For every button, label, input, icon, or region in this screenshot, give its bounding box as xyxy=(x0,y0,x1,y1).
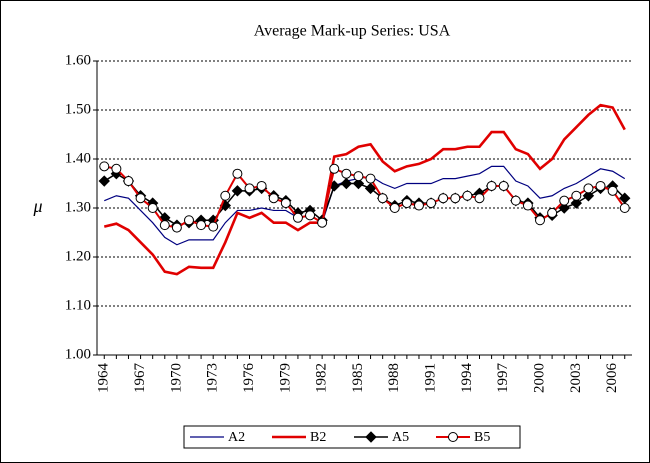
legend-label: A2 xyxy=(228,430,245,445)
point xyxy=(99,161,110,172)
legend-marker xyxy=(365,431,377,443)
x-tick-label: 1964 xyxy=(96,363,112,394)
point xyxy=(450,193,461,204)
legend-label: A5 xyxy=(392,430,409,445)
x-tick-label: 1970 xyxy=(168,363,184,393)
point xyxy=(413,200,424,211)
point xyxy=(570,197,583,209)
point xyxy=(231,185,244,197)
point xyxy=(196,220,207,231)
legend-box xyxy=(183,425,521,449)
legend-marker xyxy=(448,432,458,442)
x-tick-label: 1994 xyxy=(459,363,475,394)
x-tick-label: 1988 xyxy=(386,363,402,393)
point xyxy=(462,190,473,201)
x-tick-label: 1985 xyxy=(350,363,366,393)
point xyxy=(98,175,110,187)
point xyxy=(510,195,521,206)
y-tick-label: 1.40 xyxy=(65,150,91,166)
x-tick-label: 2006 xyxy=(604,363,620,394)
point xyxy=(486,180,497,191)
x-tick-label: 1997 xyxy=(495,363,511,394)
point xyxy=(547,207,558,218)
point xyxy=(111,163,122,174)
point xyxy=(352,177,365,190)
point xyxy=(438,193,449,204)
y-tick-label: 1.00 xyxy=(65,346,91,362)
series-line xyxy=(103,103,626,276)
point xyxy=(583,183,594,194)
point xyxy=(582,190,595,202)
x-tick-label: 1991 xyxy=(423,363,439,393)
point xyxy=(522,200,533,211)
point xyxy=(607,185,618,196)
point xyxy=(353,171,364,182)
point xyxy=(365,173,376,184)
y-tick-label: 1.20 xyxy=(65,248,91,264)
x-tick-label: 1979 xyxy=(277,363,293,393)
point xyxy=(147,203,158,213)
point xyxy=(401,198,412,209)
x-tick-label: 1967 xyxy=(132,363,148,394)
point xyxy=(559,195,570,206)
point xyxy=(317,217,328,228)
y-tick-label: 1.60 xyxy=(65,52,91,68)
point xyxy=(135,193,146,204)
point xyxy=(535,215,546,226)
legend-label: B2 xyxy=(310,430,326,445)
point xyxy=(244,183,255,194)
point xyxy=(474,193,485,204)
point xyxy=(280,198,291,209)
point xyxy=(183,215,194,226)
point xyxy=(268,193,279,204)
x-tick-label: 2003 xyxy=(568,363,584,393)
point xyxy=(329,163,340,174)
point xyxy=(305,210,316,221)
x-tick-label: 1973 xyxy=(205,363,221,393)
point xyxy=(571,190,582,201)
point xyxy=(341,168,352,179)
point xyxy=(364,182,377,195)
x-tick-label: 1982 xyxy=(314,363,330,393)
point xyxy=(123,176,134,187)
point xyxy=(171,222,182,233)
point xyxy=(498,180,509,191)
x-tick-label: 2000 xyxy=(531,363,547,393)
y-axis-label: μ xyxy=(32,196,42,216)
legend-label: B5 xyxy=(474,430,490,445)
y-tick-label: 1.30 xyxy=(65,199,91,215)
point xyxy=(220,190,231,201)
x-tick-label: 1976 xyxy=(241,363,257,394)
point xyxy=(208,221,219,232)
chart-title: Average Mark-up Series: USA xyxy=(254,23,451,40)
point xyxy=(340,177,353,190)
point xyxy=(377,193,388,204)
point xyxy=(159,220,170,231)
point xyxy=(619,203,630,213)
point xyxy=(595,180,606,191)
point xyxy=(389,203,400,213)
y-tick-label: 1.10 xyxy=(65,297,91,313)
point xyxy=(558,202,570,214)
y-tick-label: 1.50 xyxy=(65,101,91,117)
point xyxy=(426,198,437,209)
point xyxy=(232,168,243,179)
point xyxy=(256,180,267,191)
point xyxy=(292,212,303,223)
